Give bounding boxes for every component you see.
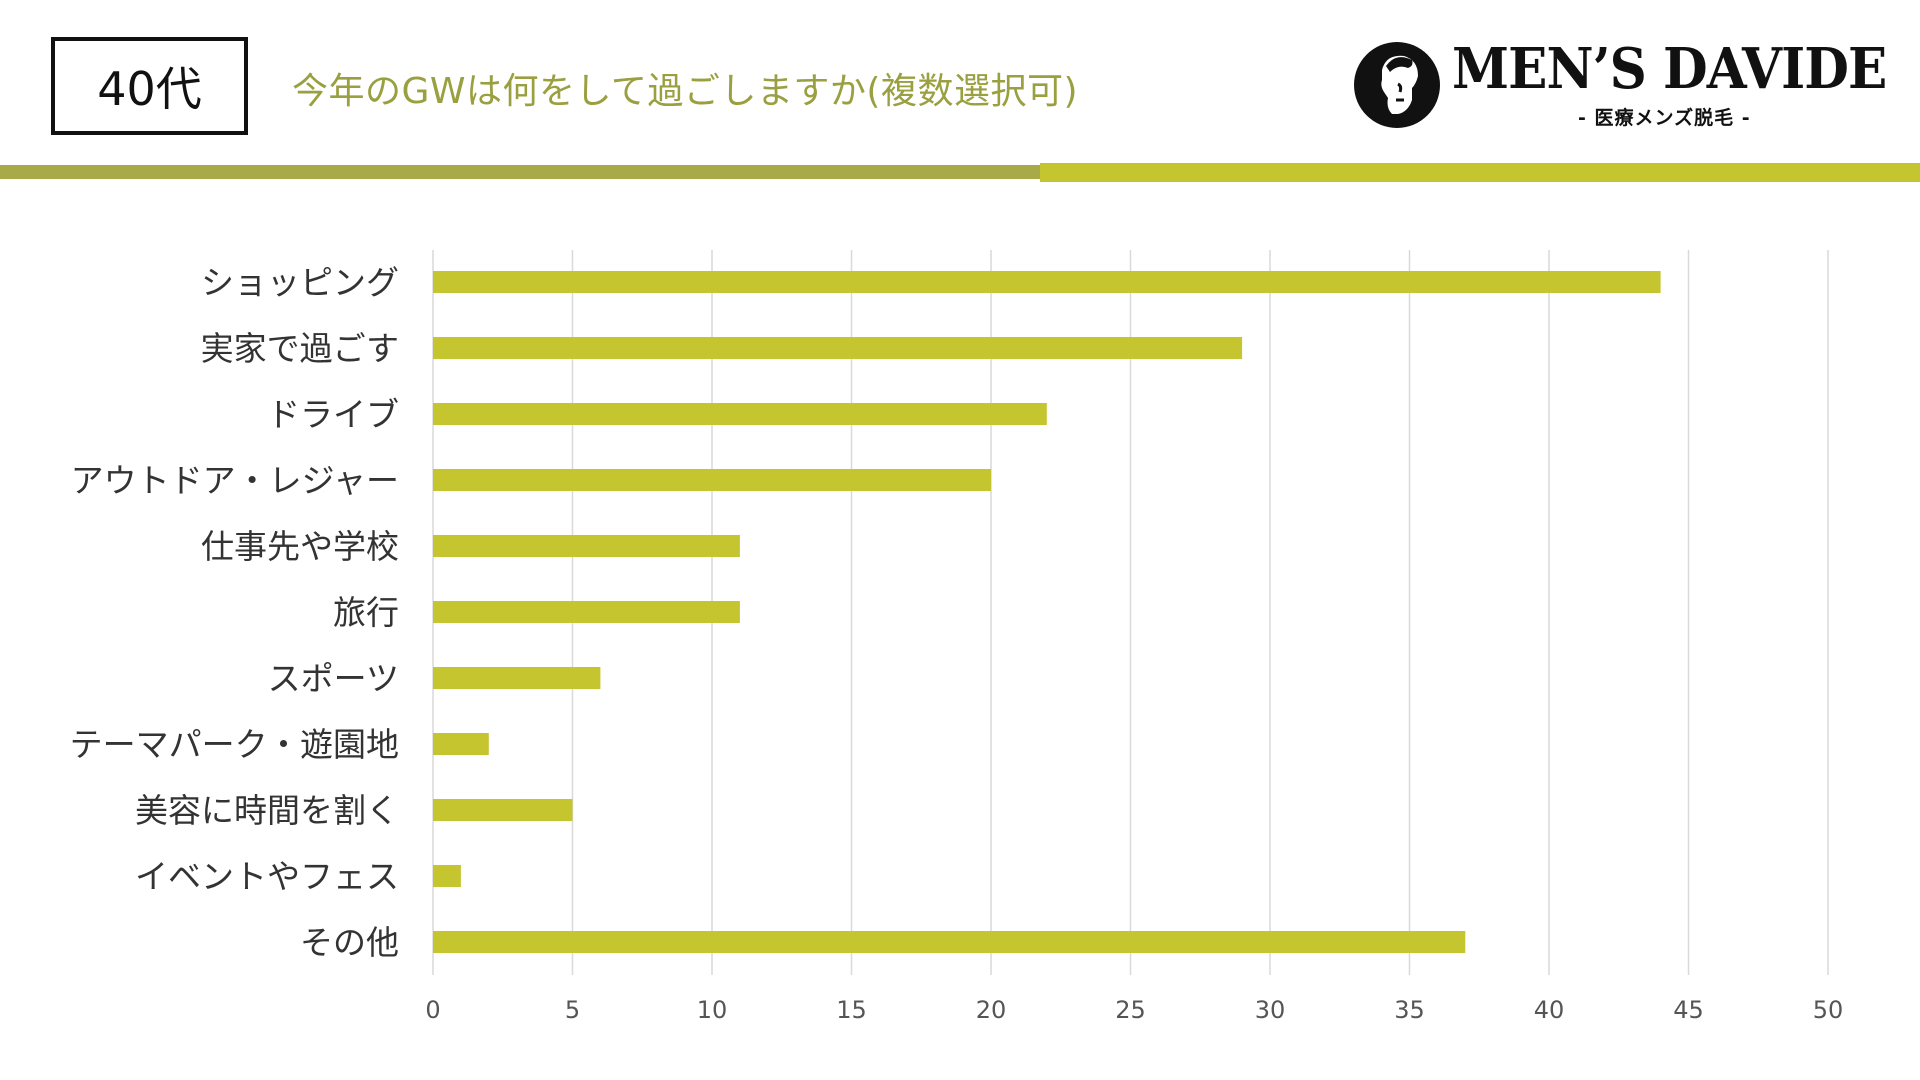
page-title: 今年のGWは何をして過ごしますか(複数選択可) (292, 71, 1079, 112)
x-tick-label: 40 (1534, 996, 1565, 1024)
x-axis-ticks: 0 5 10 15 20 25 30 35 40 45 50 (425, 996, 1843, 1024)
header-stripe-right (1040, 163, 1920, 182)
bar (433, 865, 461, 887)
category-label: ショッピング (201, 263, 399, 302)
header-stripe-left (0, 165, 1040, 179)
category-label: 仕事先や学校 (201, 527, 399, 566)
x-tick-label: 35 (1394, 996, 1425, 1024)
bar (433, 733, 489, 755)
category-label: 美容に時間を割く (135, 791, 399, 830)
x-tick-label: 50 (1813, 996, 1844, 1024)
category-label: テーマパーク・遊園地 (70, 725, 399, 764)
brand-name: MEN’S DAVIDE (1452, 36, 1887, 102)
x-tick-label: 10 (697, 996, 728, 1024)
x-tick-label: 30 (1255, 996, 1286, 1024)
x-tick-label: 20 (976, 996, 1007, 1024)
bar (433, 667, 601, 689)
bar (433, 469, 991, 491)
brand-subtitle: - 医療メンズ脱毛 - (1578, 107, 1751, 129)
bar (433, 271, 1661, 293)
category-label: その他 (300, 923, 399, 962)
x-tick-label: 0 (425, 996, 440, 1024)
x-tick-label: 25 (1115, 996, 1146, 1024)
bar (433, 799, 573, 821)
x-tick-label: 45 (1673, 996, 1704, 1024)
category-labels: ショッピング実家で過ごすドライブアウトドア・レジャー仕事先や学校旅行スポーツテー… (70, 263, 399, 962)
bar (433, 601, 740, 623)
x-tick-label: 15 (836, 996, 867, 1024)
bars (433, 271, 1661, 953)
category-label: アウトドア・レジャー (71, 461, 399, 500)
bar (433, 337, 1243, 359)
statue-head-icon (1354, 42, 1440, 128)
category-label: ドライブ (267, 395, 399, 434)
category-label: 旅行 (333, 593, 399, 632)
age-group-box: 40代 (51, 37, 248, 135)
brand-logo: MEN’S DAVIDE - 医療メンズ脱毛 - (1352, 36, 1887, 130)
bar (433, 403, 1047, 425)
bar (433, 931, 1466, 953)
age-group-label: 40代 (97, 62, 202, 116)
category-label: スポーツ (268, 659, 399, 698)
bar (433, 535, 740, 557)
x-tick-label: 5 (565, 996, 580, 1024)
category-label: 実家で過ごす (201, 329, 399, 368)
category-label: イベントやフェス (135, 857, 399, 896)
